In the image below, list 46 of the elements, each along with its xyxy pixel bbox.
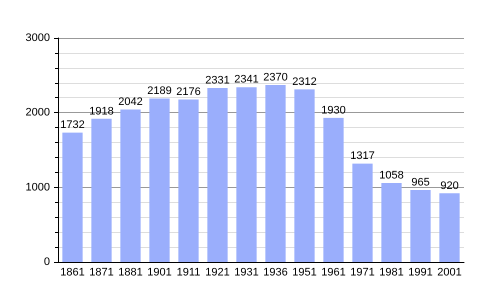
x-tick-label: 1961 [321, 266, 346, 278]
x-tick-label: 2001 [437, 266, 462, 278]
bar [323, 118, 344, 262]
data-label: 2189 [147, 85, 172, 98]
data-label: 1918 [89, 105, 114, 118]
data-label: 965 [411, 176, 430, 188]
bar [91, 118, 112, 262]
data-label: 1058 [379, 170, 404, 182]
y-tick-label: 1000 [26, 181, 50, 194]
bar [265, 85, 286, 262]
bar [149, 98, 170, 262]
bar [207, 88, 228, 262]
bar [381, 183, 402, 262]
data-label: 2176 [176, 86, 201, 98]
x-tick-label: 1921 [205, 266, 230, 278]
bar [178, 100, 199, 262]
bar [352, 164, 373, 262]
data-label: 2042 [118, 96, 143, 108]
x-tick-label: 1901 [147, 266, 172, 278]
data-label: 1732 [60, 119, 85, 132]
data-label: 2370 [263, 72, 288, 84]
data-label: 2341 [234, 74, 259, 86]
bar [62, 132, 83, 262]
bar [439, 193, 460, 262]
y-tick-label: 3000 [26, 32, 50, 44]
x-tick-label: 1881 [118, 266, 143, 278]
x-tick-label: 1871 [89, 266, 114, 278]
x-tick-label: 1936 [263, 266, 288, 278]
data-label: 1930 [321, 104, 346, 116]
y-tick-label: 0 [44, 256, 50, 268]
y-tick-label: 2000 [26, 106, 50, 119]
data-label: 2312 [292, 76, 317, 88]
x-tick-label: 1951 [292, 266, 317, 278]
x-tick-label: 1971 [350, 266, 375, 278]
x-tick-label: 1991 [408, 266, 433, 278]
bar [120, 110, 141, 262]
bar [294, 89, 315, 262]
x-tick-label: 1981 [379, 266, 404, 278]
bar [236, 87, 257, 262]
x-tick-label: 1931 [234, 266, 259, 278]
data-label: 920 [440, 180, 459, 192]
x-tick-label: 1861 [60, 266, 85, 278]
bar [410, 190, 431, 262]
x-tick-label: 1911 [176, 266, 200, 278]
data-label: 1317 [350, 150, 375, 162]
data-label: 2331 [205, 74, 230, 86]
